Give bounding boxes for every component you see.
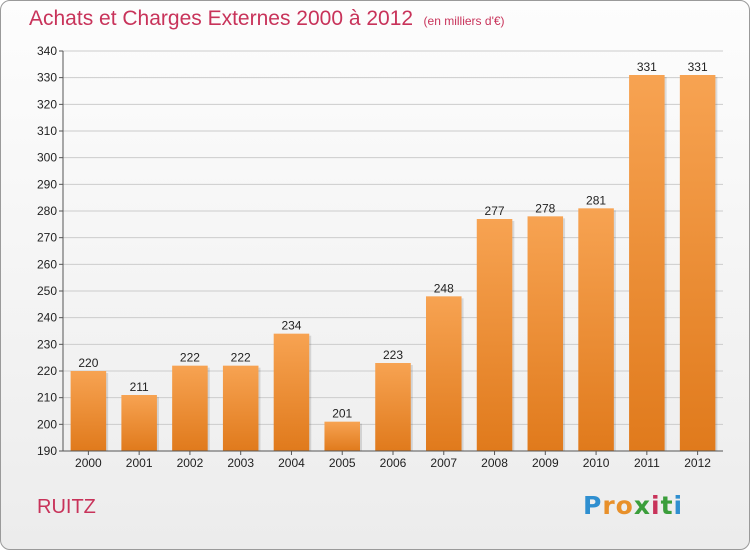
bar-value-label: 222 [231,351,251,365]
y-tick-label: 340 [37,44,57,58]
bar[interactable] [375,363,411,451]
bar-value-label: 201 [332,407,352,421]
title-main: Achats et Charges Externes 2000 à 2012 [29,7,414,30]
x-tick-label: 2008 [481,456,508,470]
bar-value-label: 281 [586,193,606,207]
logo-letter: i [673,491,684,520]
x-tick-label: 2010 [583,456,610,470]
bar[interactable] [629,75,665,451]
bar-value-label: 331 [637,60,657,74]
y-tick-label: 280 [37,204,57,218]
y-tick-label: 240 [37,311,57,325]
bar[interactable] [222,365,259,451]
x-tick-label: 2004 [278,456,305,470]
bar-value-label: 278 [535,201,555,215]
y-tick-label: 270 [37,231,57,245]
x-tick-label: 2011 [634,456,660,470]
bar[interactable] [324,421,360,451]
chart-title: Achats et Charges Externes 2000 à 2012 (… [29,7,505,31]
bar[interactable] [578,208,614,451]
bar-value-label: 277 [485,204,505,218]
x-tick-label: 2006 [380,456,407,470]
y-tick-label: 190 [37,444,57,458]
y-tick-label: 300 [37,151,57,165]
x-tick-label: 2005 [329,456,356,470]
x-tick-label: 2000 [75,456,102,470]
proxiti-logo[interactable]: Proxiti [583,491,683,520]
bar[interactable] [527,216,564,451]
logo-letter: t [660,491,674,520]
bar[interactable] [121,395,157,451]
bar[interactable] [172,365,208,451]
bar-value-label: 331 [688,60,708,74]
title-unit: (en milliers d'€) [423,14,505,28]
bar[interactable] [476,219,513,451]
bar[interactable] [426,296,462,451]
bar[interactable] [273,333,310,451]
logo-letter: r [602,491,616,520]
bar-value-label: 234 [281,319,301,333]
logo-letter: o [615,491,634,520]
logo-letter: i [651,491,661,520]
bar-value-label: 223 [383,348,403,362]
y-tick-label: 260 [37,257,57,271]
x-tick-label: 2001 [126,456,153,470]
logo-letter: P [583,491,603,520]
y-tick-label: 220 [37,364,57,378]
y-tick-label: 250 [37,284,57,298]
x-tick-label: 2007 [430,456,457,470]
y-tick-label: 200 [37,417,57,431]
logo-letter: x [633,491,651,520]
bar[interactable] [70,371,107,451]
x-tick-label: 2012 [684,456,711,470]
y-tick-label: 210 [37,391,57,405]
y-tick-label: 310 [37,124,57,138]
x-tick-label: 2009 [532,456,559,470]
bar-value-label: 248 [434,281,454,295]
bar[interactable] [679,75,716,451]
x-tick-label: 2003 [227,456,254,470]
y-tick-label: 290 [37,177,57,191]
y-tick-label: 230 [37,337,57,351]
bar-value-label: 220 [78,356,98,370]
bar-value-label: 211 [130,380,149,394]
x-tick-label: 2002 [177,456,204,470]
y-tick-label: 330 [37,71,57,85]
commune-name: RUITZ [37,496,96,518]
bar-value-label: 222 [180,351,200,365]
y-tick-label: 320 [37,97,57,111]
